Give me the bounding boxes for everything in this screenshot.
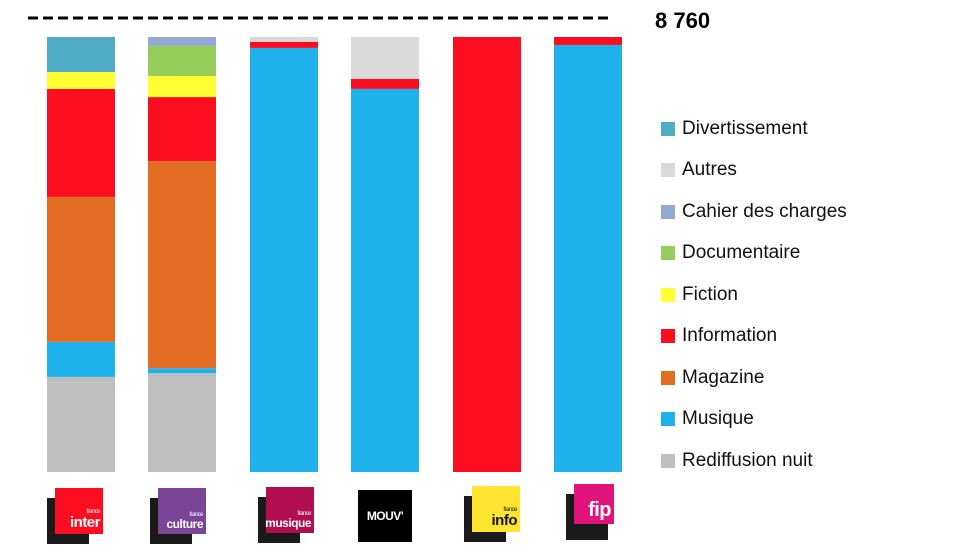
legend-swatch	[661, 163, 675, 178]
france-culture-logo: france culture	[150, 488, 210, 544]
bar-segment-information-5	[554, 37, 622, 45]
legend-swatch	[661, 453, 675, 468]
mouv-logo: MOUV'	[358, 490, 418, 546]
bar-segment-divertissement-0	[47, 37, 115, 73]
bar-segment-musique-5	[554, 44, 622, 473]
legend-item: Magazine	[661, 357, 847, 399]
logo-small-text: france	[189, 512, 203, 518]
bar-segment-musique-0	[47, 341, 115, 377]
france-info-logo: france info	[464, 486, 524, 542]
france-inter-logo: france inter	[47, 488, 107, 544]
legend-label: Divertissement	[682, 117, 808, 139]
legend-swatch	[661, 204, 675, 219]
bar-segment-autres-2	[250, 37, 318, 42]
bar-segment-information-3	[351, 78, 419, 89]
logo-small-text: france	[297, 511, 311, 517]
legend: Divertissement Autres Cahier des charges Do…	[661, 108, 847, 482]
bar-segment-magazine-0	[47, 196, 115, 342]
legend-swatch	[661, 412, 675, 427]
bar-segment-information-4	[453, 37, 521, 472]
france-musique-logo: france musique	[258, 487, 318, 543]
legend-swatch	[661, 370, 675, 385]
legend-item: Cahier des charges	[661, 191, 847, 233]
total-label: 8 760	[655, 8, 711, 33]
bar-segment-information-1	[148, 97, 216, 162]
bar-segment-autres-3	[351, 37, 419, 79]
legend-label: Magazine	[682, 366, 765, 388]
legend-item: Rediffusion nuit	[661, 440, 847, 482]
bar-segment-fiction-0	[47, 72, 115, 89]
bar-segment-information-2	[250, 41, 318, 48]
fip-logo: fip	[566, 484, 626, 540]
logo-text: inter	[69, 514, 101, 531]
bar-segment-fiction-1	[148, 75, 216, 98]
bar-segment-cahier-des-charges-1	[148, 37, 216, 46]
logo-small-text: france	[86, 509, 100, 515]
legend-swatch	[661, 287, 675, 302]
legend-label: Fiction	[682, 283, 738, 305]
logo-text: fip	[588, 499, 611, 521]
bar-segment-information-0	[47, 88, 115, 197]
logo-small-text: france	[503, 507, 517, 513]
legend-label: Information	[682, 325, 778, 347]
bar-segment-rediffusion-nuit-0	[47, 376, 115, 472]
legend-label: Autres	[682, 159, 737, 181]
logo-text: MOUV'	[366, 509, 404, 523]
bar-segment-musique-2	[250, 47, 318, 473]
logo-text: culture	[166, 517, 203, 531]
legend-swatch	[661, 329, 675, 344]
legend-item: Information	[661, 316, 847, 358]
legend-item: Fiction	[661, 274, 847, 316]
legend-label: Rediffusion nuit	[682, 449, 813, 471]
legend-item: Autres	[661, 150, 847, 192]
legend-label: Musique	[682, 408, 754, 430]
bar-segment-musique-1	[148, 368, 216, 374]
legend-label: Documentaire	[682, 242, 801, 264]
bar-segment-musique-3	[351, 88, 419, 472]
bar-segment-magazine-1	[148, 161, 216, 369]
logo-text: musique	[265, 516, 311, 530]
legend-item: Divertissement	[661, 108, 847, 150]
legend-swatch	[661, 121, 675, 136]
legend-item: Musique	[661, 399, 847, 441]
legend-swatch	[661, 246, 675, 261]
legend-label: Cahier des charges	[682, 200, 847, 222]
bar-segment-rediffusion-nuit-1	[148, 373, 216, 472]
logo-text: info	[491, 512, 518, 529]
bar-segment-documentaire-1	[148, 45, 216, 76]
legend-item: Documentaire	[661, 233, 847, 275]
